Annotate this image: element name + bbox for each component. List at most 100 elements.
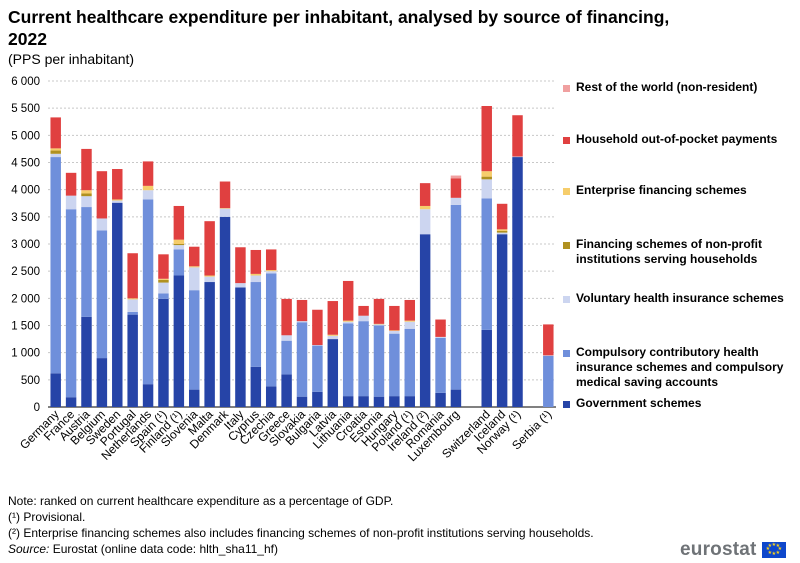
bar-segment — [389, 330, 400, 331]
bar-segment — [189, 267, 200, 291]
bar-segment — [50, 153, 61, 158]
bar-segment — [265, 249, 277, 271]
bar-segment — [189, 246, 200, 267]
bar-segment — [312, 391, 323, 407]
bar-segment — [219, 208, 231, 217]
bar-segment — [158, 293, 169, 299]
bar-segment — [250, 282, 262, 367]
bar-segment — [481, 105, 492, 172]
bar-segment — [204, 275, 215, 277]
bar-segment — [496, 229, 508, 231]
bar-segment — [327, 334, 339, 336]
legend-item-government: Government schemes — [563, 396, 800, 411]
bar-segment — [235, 287, 246, 407]
y-tick-label: 1 000 — [11, 348, 40, 360]
bar-segment — [373, 323, 385, 325]
bar-segment — [265, 386, 277, 407]
legend-label: Compulsory contributory health insurance… — [576, 345, 784, 389]
bar-segment — [142, 190, 154, 200]
bar-segment — [496, 232, 508, 235]
chart-title: Current healthcare expenditure per inhab… — [8, 7, 670, 49]
bar-segment — [81, 190, 92, 194]
bar-segment — [389, 305, 400, 331]
bar-segment — [50, 150, 61, 154]
y-tick-label: 5 000 — [11, 130, 40, 142]
bar-segment — [173, 249, 185, 276]
y-tick-label: 1 500 — [11, 321, 40, 333]
bar-segment — [127, 311, 138, 315]
note-provisional: (¹) Provisional. — [8, 510, 86, 524]
bar-segment — [419, 234, 431, 407]
bar-segment — [327, 335, 339, 340]
bar-segment — [50, 157, 61, 374]
note-ranking: Note: ranked on current healthcare expen… — [8, 494, 394, 508]
bar-segment — [481, 179, 492, 199]
bar-segment — [389, 330, 400, 334]
y-tick-label: 0 — [34, 402, 40, 414]
bar-segment — [204, 221, 215, 276]
bar-segment — [281, 335, 292, 341]
bar-segment — [358, 321, 369, 397]
bar-segment — [543, 355, 554, 407]
bar-segment — [404, 299, 415, 321]
y-tick-label: 4 000 — [11, 185, 40, 197]
bar-segment — [265, 273, 277, 387]
y-tick-label: 5 500 — [11, 103, 40, 115]
bar-segment — [189, 266, 200, 268]
bar-segment — [204, 276, 215, 283]
legend-item-rest-of-world: Rest of the world (non-resident) — [563, 80, 800, 95]
bar-segment — [373, 298, 385, 324]
bar-segment — [112, 169, 123, 200]
bar-segment — [50, 373, 61, 407]
bar-segment — [512, 157, 523, 407]
bar-segment — [419, 183, 431, 206]
legend-label: Household out-of-pocket payments — [576, 132, 778, 146]
bar-segment — [358, 396, 369, 407]
legend-label: Financing schemes of non-profit institut… — [576, 237, 763, 266]
bar-segment — [342, 396, 354, 407]
bar-segment — [96, 358, 108, 407]
y-tick-label: 3 500 — [11, 212, 40, 224]
bar-segment — [112, 199, 123, 201]
bar-segment — [342, 321, 354, 324]
bar-segment — [450, 197, 462, 205]
bar-segment — [265, 271, 277, 274]
bar-segment — [312, 345, 323, 346]
bar-segment — [496, 230, 508, 233]
bar-segment — [450, 178, 462, 198]
bar-segment — [250, 249, 262, 274]
bar-segment — [481, 329, 492, 407]
bar-segment — [96, 171, 108, 219]
bar-segment — [65, 195, 77, 210]
y-tick-label: 6 000 — [11, 76, 40, 88]
bar-segment — [142, 161, 154, 186]
bar-segment — [81, 148, 92, 191]
bar-segment — [327, 301, 339, 335]
bar-segment — [158, 278, 169, 280]
source-line: Source: Eurostat (online data code: hlth… — [8, 541, 594, 557]
bar-segment — [435, 319, 446, 337]
legend-label: Rest of the world (non-resident) — [576, 80, 758, 94]
bar-segment — [219, 216, 231, 407]
y-tick-label: 3 000 — [11, 239, 40, 251]
bar-segment — [65, 397, 77, 407]
bar-segment — [127, 298, 138, 300]
bar-segment — [373, 396, 385, 407]
bar-segment — [389, 396, 400, 407]
bar-segment — [173, 275, 185, 407]
bar-segment — [496, 203, 508, 230]
bar-segment — [250, 273, 262, 276]
bar-segment — [481, 198, 492, 330]
bar-segment — [81, 196, 92, 208]
bar-segment — [173, 239, 185, 244]
bar-segment — [81, 207, 92, 317]
bar-segment — [158, 254, 169, 279]
bar-segment — [512, 115, 523, 157]
bar-segment — [512, 156, 523, 158]
bar-segment — [112, 200, 123, 203]
bar-segment — [450, 175, 462, 179]
bar-segment — [81, 316, 92, 407]
legend-swatch — [563, 350, 570, 357]
bar-segment — [235, 247, 246, 284]
bar-segment — [127, 314, 138, 407]
